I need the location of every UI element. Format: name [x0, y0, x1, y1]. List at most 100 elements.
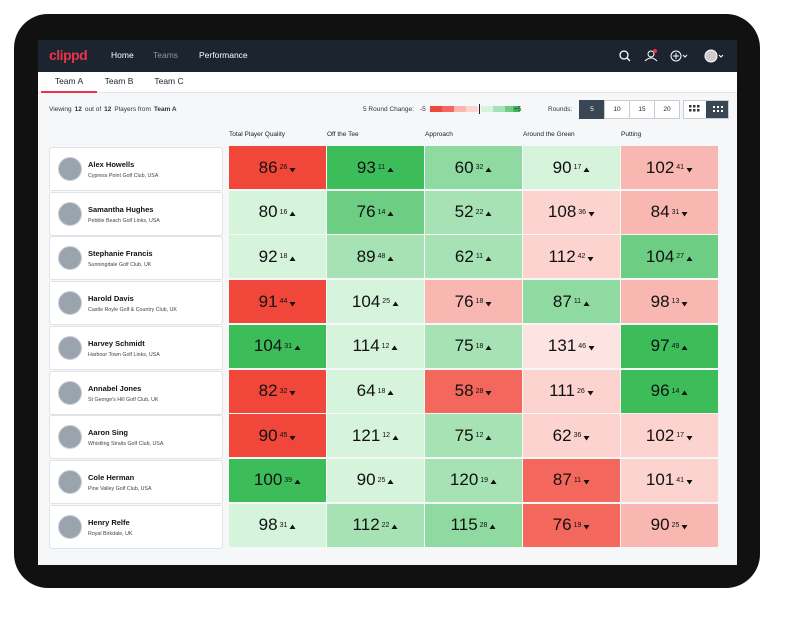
score-value: 58 — [454, 381, 474, 400]
trend-arrow — [289, 391, 296, 396]
tab[interactable]: Team B — [104, 76, 134, 86]
player-card[interactable]: Harvey Schmidt Harbour Town Golf Links, U… — [49, 325, 223, 370]
tab[interactable]: Team A — [41, 76, 97, 93]
view-toggle[interactable] — [683, 100, 729, 119]
tab[interactable]: Team C — [154, 76, 184, 86]
trend-arrow — [587, 256, 594, 262]
score-value: 90 — [552, 157, 572, 177]
score-value: 111 — [549, 381, 576, 400]
score-change: 49 — [671, 342, 680, 350]
player-card[interactable]: Stephanie Francis Sunningdale Golf Club, … — [49, 236, 223, 281]
score-change: 48 — [377, 253, 386, 261]
score-change: 42 — [577, 253, 586, 261]
change-label: 5 Round Change: — [363, 106, 414, 113]
score-value: 96 — [650, 381, 670, 400]
change-min: -5 — [420, 106, 426, 113]
screen: clippd Home Teams Performance Team A Team B… — [38, 40, 737, 565]
player-card[interactable]: Henry Relfe Royal Birkdale, UK — [49, 504, 223, 549]
nav-link[interactable]: Home — [111, 50, 134, 60]
score-cell: 98 13 — [621, 280, 718, 324]
score-cell: 101 41 — [621, 458, 718, 502]
trend-arrow — [294, 345, 301, 351]
rounds-button[interactable]: 15 — [629, 100, 655, 119]
nav-link[interactable]: Teams — [153, 50, 179, 60]
rounds-button[interactable]: 10 — [604, 100, 630, 119]
score-change: 31 — [284, 342, 293, 350]
rounds-button[interactable]: 5 — [579, 100, 605, 119]
score-cell: 114 12 — [327, 324, 424, 368]
trend-arrow — [485, 391, 492, 396]
score-cell: 100 39 — [229, 458, 326, 502]
viewing-mid: out of — [84, 106, 102, 113]
player-name: Stephanie Francis — [88, 249, 153, 259]
score-value: 52 — [454, 202, 474, 222]
score-value: 102 — [645, 425, 675, 445]
score-cell: 80 16 — [229, 190, 326, 234]
score-value: 115 — [450, 515, 478, 535]
avatar — [58, 291, 82, 316]
player-club: Whistling Straits Golf Club, USA — [88, 441, 164, 448]
score-value: 101 — [645, 470, 675, 490]
change-max: +5 — [514, 106, 522, 113]
player-card[interactable]: Annabel Jones St George's Hill Golf Club,… — [49, 370, 223, 415]
score-value: 108 — [547, 202, 577, 222]
avatar — [58, 380, 82, 405]
score-change: 18 — [475, 342, 484, 350]
player-card[interactable]: Cole Herman Pine Valley Golf Club, USA — [49, 459, 223, 504]
score-value: 90 — [650, 515, 670, 535]
column-header: Approach — [425, 131, 453, 138]
player-club: Castle Royle Golf & Country Club, UK — [88, 307, 177, 314]
score-cell: 82 32 — [229, 369, 326, 413]
trend-arrow — [587, 391, 594, 396]
viewing-suffix: Players from — [114, 106, 151, 113]
score-value: 87 — [552, 291, 572, 311]
score-change: 17 — [676, 432, 685, 440]
score-cell: 60 32 — [425, 146, 522, 189]
trend-arrow — [391, 345, 398, 351]
trend-arrow — [686, 480, 693, 485]
trend-arrow — [583, 435, 590, 441]
score-change: 25 — [377, 476, 386, 484]
score-cell: 96 14 — [621, 369, 718, 413]
score-change: 28 — [475, 387, 484, 395]
player-name: Henry Relfe — [88, 517, 130, 527]
trend-arrow — [387, 167, 394, 172]
player-card[interactable]: Samantha Hughes Pebble Beach Golf Links, … — [49, 191, 223, 236]
player-card[interactable]: Harold Davis Castle Royle Golf & Country … — [49, 281, 223, 326]
score-change: 25 — [671, 521, 680, 529]
trend-arrow — [681, 390, 688, 395]
score-change: 25 — [382, 298, 391, 306]
score-cell: 90 17 — [523, 146, 620, 189]
column-header: Off the Tee — [327, 131, 359, 138]
score-value: 80 — [258, 202, 278, 222]
score-cell: 76 18 — [425, 280, 522, 324]
score-cell: 75 18 — [425, 324, 522, 368]
score-value: 121 — [351, 425, 381, 445]
score-value: 120 — [449, 470, 479, 490]
avatar — [58, 335, 82, 360]
score-cell: 120 19 — [425, 458, 522, 502]
avatar — [58, 246, 82, 271]
player-club: Pine Valley Golf Club, USA — [88, 485, 152, 492]
player-club: Harbour Town Golf Links, USA — [88, 351, 160, 358]
score-cell: 102 41 — [621, 146, 718, 189]
score-value: 75 — [454, 425, 474, 445]
rounds-label: Rounds: — [548, 106, 573, 113]
player-card[interactable]: Alex Howells Cypress Point Golf Club, USA — [49, 147, 223, 191]
player-name: Alex Howells — [88, 160, 135, 169]
rounds-button[interactable]: 20 — [654, 100, 680, 119]
column-header: Putting — [621, 131, 642, 138]
score-change: 28 — [479, 521, 488, 529]
player-card[interactable]: Aaron Sing Whistling Straits Golf Club, U… — [49, 415, 223, 460]
score-cell: 108 36 — [523, 190, 620, 234]
trend-arrow — [681, 301, 688, 307]
trend-arrow — [294, 479, 301, 485]
score-cell: 58 28 — [425, 369, 522, 413]
trend-arrow — [392, 301, 399, 306]
nav-link[interactable]: Performance — [199, 50, 248, 60]
logo[interactable]: clippd — [49, 47, 88, 63]
trend-arrow — [583, 525, 590, 530]
player-club: Royal Birkdale, UK — [88, 530, 133, 537]
score-change: 44 — [279, 298, 288, 306]
